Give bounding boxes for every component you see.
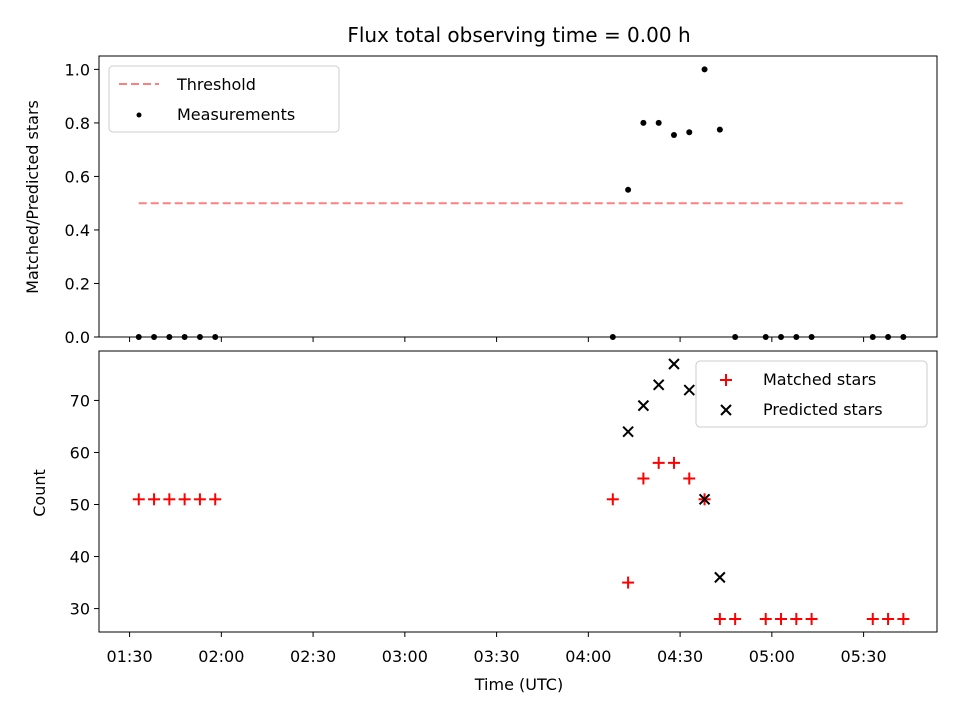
legend-predicted-label: Predicted stars (763, 400, 883, 419)
matched-star-point (622, 576, 635, 589)
x-axis-label: Time (UTC) (474, 675, 563, 694)
measurement-point (778, 334, 785, 340)
chart-title: Flux total observing time = 0.00 h (347, 23, 690, 47)
x-tick-label: 02:00 (198, 647, 244, 666)
legend-measurements-label: Measurements (177, 105, 295, 124)
matched-star-point (729, 612, 742, 625)
count-y-tick-label: 40 (70, 548, 90, 567)
ratio-y-tick-label: 0.4 (65, 221, 90, 240)
ratio-x-ticks (129, 337, 865, 342)
predicted-star-point (683, 384, 695, 396)
measurement-point (716, 126, 723, 133)
measurement-point (181, 334, 188, 340)
measurement-point (196, 334, 203, 340)
measurement-point (151, 334, 158, 340)
legend-measurements-swatch (136, 112, 142, 118)
matched-star-point (132, 493, 145, 506)
matched-star-point (209, 493, 222, 506)
matched-star-point (866, 612, 879, 625)
predicted-star-point (698, 493, 711, 506)
count-panel-frame (98, 350, 938, 633)
x-tick-label: 05:30 (841, 647, 887, 666)
matched-star-point (637, 472, 650, 485)
x-tick-label: 03:00 (382, 647, 428, 666)
measurement-point (793, 334, 800, 340)
matched-star-point (652, 456, 665, 469)
ratio-y-tick-label: 0.0 (65, 328, 90, 347)
count-y-tick-label: 70 (70, 391, 90, 410)
predicted-star-point (652, 379, 665, 391)
matched-star-point (882, 612, 895, 625)
measurement-point (212, 334, 219, 340)
predicted-star-point (622, 425, 634, 438)
ratio-legend: Threshold Measurements (108, 65, 340, 133)
ratio-y-tick-label: 0.6 (65, 167, 90, 186)
ratio-y-tick-label: 0.2 (65, 274, 90, 293)
legend-matched-swatch (720, 374, 732, 386)
matched-star-point (606, 493, 619, 506)
measurement-point (701, 66, 708, 73)
count-x-ticks: 01:30 02:00 02:30 03:00 03:30 04:00 04:30 05:00… (107, 632, 887, 666)
legend-matched-label: Matched stars (763, 370, 876, 389)
measurement-point (869, 334, 876, 340)
ratio-y-ticks: 0.0 0.2 0.4 0.6 0.8 1.0 (65, 60, 99, 347)
count-y-axis-label: Count (30, 469, 49, 517)
predicted-star-point (714, 571, 726, 584)
x-tick-label: 04:30 (657, 647, 703, 666)
count-y-tick-label: 30 (70, 600, 90, 619)
x-tick-label: 05:00 (749, 647, 795, 666)
legend-predicted-swatch (720, 404, 732, 416)
x-tick-label: 03:30 (474, 647, 520, 666)
legend-threshold-label: Threshold (176, 75, 256, 94)
matched-star-point (713, 612, 726, 625)
count-legend-box (695, 360, 928, 428)
ratio-series (135, 66, 907, 340)
count-y-tick-label: 50 (70, 496, 90, 515)
measurement-point (762, 334, 769, 340)
count-series (132, 358, 910, 625)
matched-star-point (667, 456, 680, 469)
ratio-legend-box (108, 65, 340, 133)
ratio-y-axis-label: Matched/Predicted stars (23, 100, 42, 294)
measurement-point (135, 334, 142, 340)
x-tick-label: 04:00 (565, 647, 611, 666)
measurement-point (732, 334, 739, 340)
matched-star-point (897, 612, 910, 625)
ratio-y-tick-label: 0.8 (65, 114, 90, 133)
x-tick-label: 01:30 (107, 647, 153, 666)
matched-star-point (759, 612, 772, 625)
x-tick-label: 02:30 (290, 647, 336, 666)
matched-star-point (148, 493, 161, 506)
matched-star-point (805, 612, 818, 625)
measurement-point (625, 186, 632, 193)
measurement-point (900, 334, 907, 340)
predicted-star-point (637, 399, 650, 412)
predicted-star-point (668, 358, 680, 370)
matched-star-point (178, 493, 191, 506)
ratio-y-tick-label: 1.0 (65, 60, 90, 79)
measurement-point (808, 334, 815, 340)
matched-star-point (775, 612, 788, 625)
count-y-tick-label: 60 (70, 443, 90, 462)
count-legend: Matched stars Predicted stars (695, 360, 928, 428)
measurement-point (609, 334, 616, 340)
count-panel: 30 40 50 60 70 01:30 02:00 02:30 03:00 03:30 04:0… (30, 350, 938, 694)
count-y-ticks: 30 40 50 60 70 (70, 391, 99, 619)
measurement-point (640, 119, 647, 126)
measurement-point (655, 119, 662, 126)
ratio-panel: 0.0 0.2 0.4 0.6 0.8 1.0 Matched/Predicted sta… (23, 55, 938, 347)
measurement-point (166, 334, 173, 340)
matched-star-point (683, 472, 696, 485)
measurement-point (670, 131, 677, 138)
matched-star-point (193, 493, 206, 506)
matched-star-point (163, 493, 176, 506)
ratio-panel-frame (98, 55, 938, 338)
measurement-point (885, 334, 892, 340)
measurement-point (686, 129, 693, 136)
matched-star-point (790, 612, 803, 625)
